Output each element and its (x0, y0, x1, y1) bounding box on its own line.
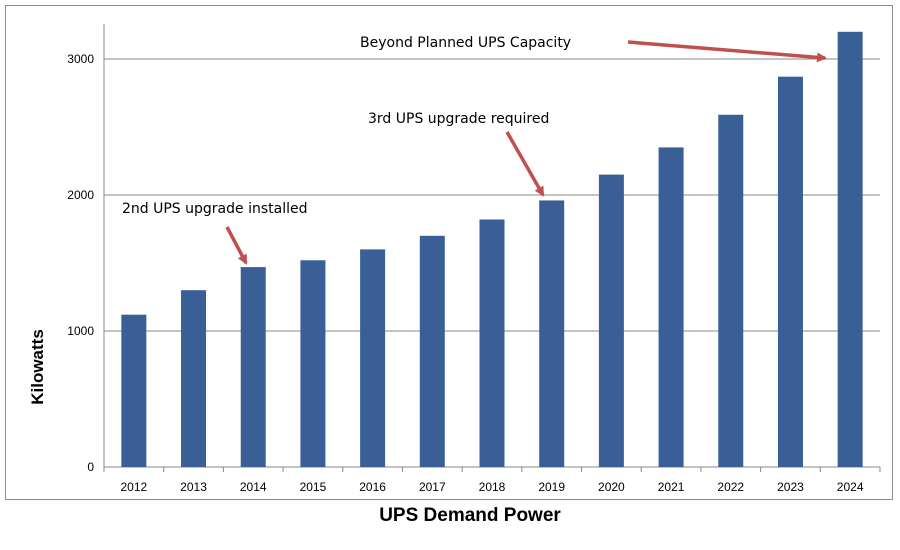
y-axis-label: Kilowatts (28, 329, 47, 405)
bar-2015 (300, 260, 326, 467)
gridlines (103, 24, 881, 472)
x-axis-title: UPS Demand Power (379, 505, 561, 526)
bar-2022 (718, 114, 744, 467)
annotation-arrow (225, 226, 248, 265)
y-axis-ticks: 0 1000 2000 3000 (67, 52, 94, 474)
bar-2017 (419, 235, 445, 467)
y-tick-label: 2000 (67, 188, 94, 202)
x-tick-label: 2022 (717, 480, 744, 494)
bar-2014 (240, 267, 266, 467)
bar-2018 (479, 219, 505, 467)
x-axis-ticks: 2012 2013 2014 2015 2016 2017 2018 2019 2020 2021… (120, 480, 863, 494)
bar-2019 (539, 200, 565, 467)
x-tick-label: 2018 (479, 480, 506, 494)
annotation-text: Beyond Planned UPS Capacity (360, 35, 571, 51)
x-tick-label: 2020 (598, 480, 625, 494)
bar-2013 (181, 290, 207, 467)
bar-2016 (360, 249, 386, 467)
x-tick-label: 2019 (538, 480, 565, 494)
annotation-text: 3rd UPS upgrade required (368, 111, 549, 127)
annotation-arrow (627, 40, 827, 63)
chart-frame (5, 5, 893, 500)
x-tick-label: 2021 (658, 480, 685, 494)
bar-2021 (658, 147, 684, 467)
bar-2020 (598, 174, 624, 467)
y-tick-label: 0 (87, 460, 94, 474)
bars (121, 31, 863, 468)
annotations: 2nd UPS upgrade installed 3rd UPS upgrade… (122, 35, 827, 265)
bar-2012 (121, 314, 147, 467)
x-tick-label: 2016 (359, 480, 386, 494)
bar-2023 (777, 76, 803, 468)
y-tick-label: 3000 (67, 52, 94, 66)
y-tick-label: 1000 (67, 324, 94, 338)
x-tick-label: 2013 (180, 480, 207, 494)
x-tick-label: 2012 (120, 480, 147, 494)
annotation-arrow (505, 131, 545, 197)
x-tick-label: 2014 (240, 480, 267, 494)
x-tick-label: 2015 (300, 480, 327, 494)
x-tick-label: 2017 (419, 480, 446, 494)
x-tick-label: 2024 (837, 480, 864, 494)
bar-2024 (837, 31, 863, 468)
annotation-text: 2nd UPS upgrade installed (122, 201, 307, 217)
x-tick-label: 2023 (777, 480, 804, 494)
